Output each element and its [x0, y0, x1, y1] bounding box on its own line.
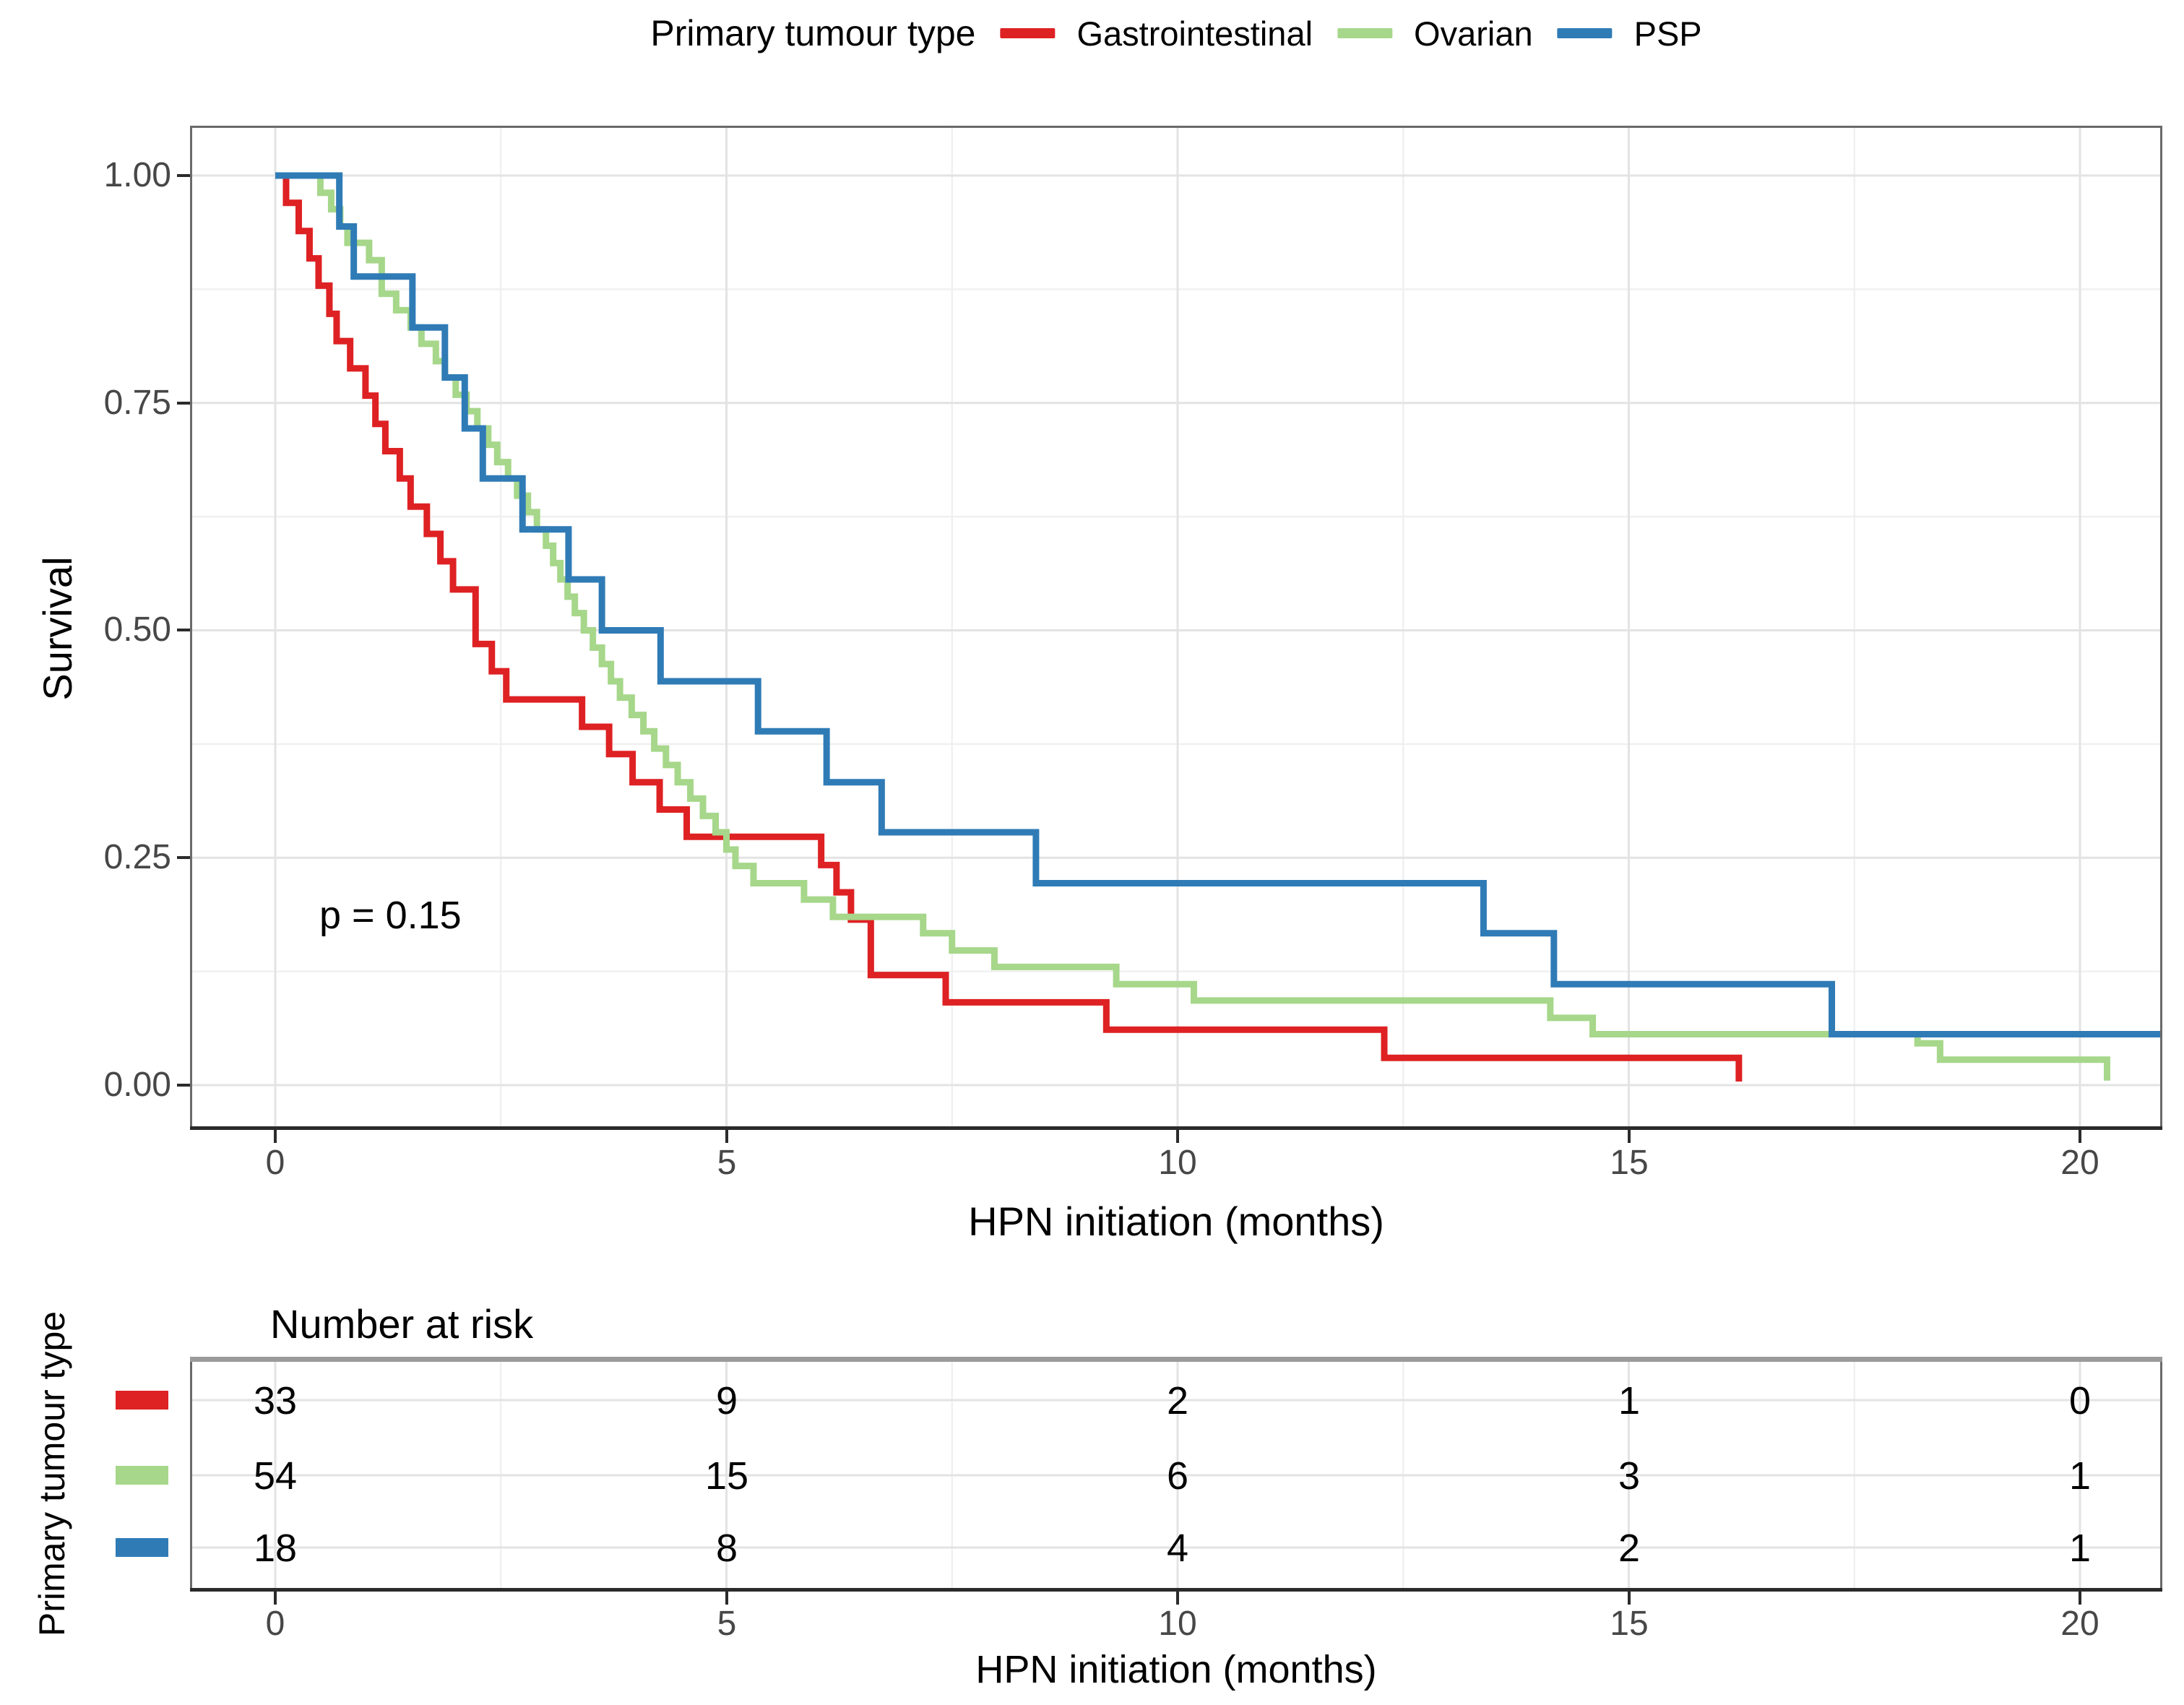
risk-count: 6	[1166, 1454, 1189, 1498]
y-tick-0.00	[177, 1084, 190, 1087]
y-tick-label-0.50: 0.50	[103, 610, 171, 649]
legend-item-ovarian: Ovarian	[1337, 14, 1533, 53]
risk-table-panel	[190, 1357, 2162, 1592]
risk-count: 4	[1166, 1527, 1189, 1570]
legend-key-line-ovarian	[1337, 28, 1393, 38]
risk-x-tick-label-10: 10	[1158, 1605, 1197, 1643]
risk-x-tick-label-5: 5	[717, 1605, 737, 1643]
legend-key-line-psp	[1557, 28, 1613, 38]
risk-x-tick-label-20: 20	[2060, 1605, 2099, 1643]
y-tick-0.25	[177, 856, 190, 859]
legend: Primary tumour type Gastrointestinal Ova…	[650, 10, 1701, 56]
risk-count: 1	[2068, 1527, 2092, 1570]
y-tick-label-0.00: 0.00	[103, 1066, 171, 1104]
legend-item-psp: PSP	[1557, 14, 1702, 53]
legend-title: Primary tumour type	[650, 13, 976, 53]
x-tick-10	[1176, 1130, 1179, 1143]
x-tick-0	[274, 1130, 277, 1143]
x-tick-label-10: 10	[1158, 1144, 1197, 1182]
risk-count: 33	[253, 1379, 298, 1423]
survival-step-plot	[190, 126, 2162, 1130]
x-tick-label-5: 5	[717, 1144, 737, 1182]
risk-x-tick-5	[725, 1592, 728, 1605]
x-tick-label-20: 20	[2060, 1144, 2099, 1182]
risk-count: 18	[253, 1527, 298, 1570]
risk-table-x-axis-title: HPN initiation (months)	[975, 1648, 1377, 1691]
risk-count: 2	[1166, 1379, 1189, 1423]
risk-x-tick-0	[274, 1592, 277, 1605]
x-tick-5	[725, 1130, 728, 1143]
y-tick-label-0.25: 0.25	[103, 838, 171, 876]
risk-count: 9	[715, 1379, 738, 1423]
y-tick-label-0.75: 0.75	[103, 384, 171, 422]
legend-item-gastrointestinal: Gastrointestinal	[1000, 14, 1313, 53]
risk-x-tick-label-0: 0	[265, 1605, 285, 1643]
risk-count: 0	[2068, 1379, 2092, 1423]
x-tick-20	[2079, 1130, 2081, 1143]
risk-row-swatch-gastrointestinal	[116, 1391, 168, 1410]
risk-row-swatch-ovarian	[116, 1466, 168, 1485]
legend-label-gastrointestinal: Gastrointestinal	[1076, 14, 1313, 53]
x-tick-label-0: 0	[265, 1144, 285, 1182]
p-value-annotation: p = 0.15	[319, 894, 462, 937]
legend-key-line-gastrointestinal	[1000, 28, 1056, 38]
risk-table-title: Number at risk	[270, 1301, 534, 1347]
risk-count: 54	[253, 1454, 298, 1498]
risk-x-tick-10	[1176, 1592, 1179, 1605]
legend-label-psp: PSP	[1633, 14, 1702, 53]
y-tick-0.50	[177, 629, 190, 631]
legend-label-ovarian: Ovarian	[1414, 14, 1533, 53]
risk-row-swatch-psp	[116, 1538, 168, 1557]
x-tick-15	[1628, 1130, 1631, 1143]
risk-x-tick-label-15: 15	[1610, 1605, 1649, 1643]
y-tick-1.00	[177, 174, 190, 177]
risk-count: 1	[1618, 1379, 1641, 1423]
risk-count: 15	[704, 1454, 749, 1498]
x-tick-label-15: 15	[1610, 1144, 1649, 1182]
risk-count: 1	[2068, 1454, 2092, 1498]
risk-count: 2	[1618, 1527, 1641, 1570]
risk-x-tick-20	[2079, 1592, 2081, 1605]
risk-table-y-axis-title: Primary tumour type	[32, 1311, 72, 1637]
y-tick-0.75	[177, 402, 190, 405]
y-tick-label-1.00: 1.00	[103, 156, 171, 194]
x-axis-title: HPN initiation (months)	[968, 1199, 1384, 1244]
risk-x-tick-15	[1628, 1592, 1631, 1605]
risk-count: 3	[1618, 1454, 1641, 1498]
risk-count: 8	[715, 1527, 738, 1570]
